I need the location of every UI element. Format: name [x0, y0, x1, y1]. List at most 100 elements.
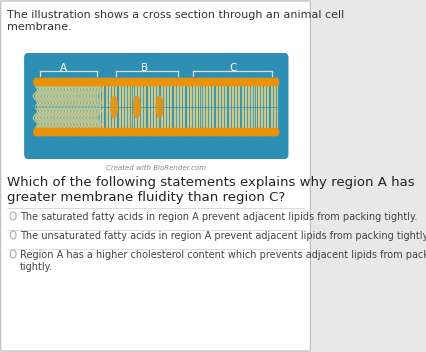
Circle shape — [76, 78, 81, 86]
Circle shape — [47, 128, 52, 136]
Circle shape — [102, 128, 107, 136]
Circle shape — [254, 78, 259, 86]
Circle shape — [257, 128, 263, 136]
Circle shape — [72, 128, 78, 136]
Circle shape — [102, 78, 107, 86]
Circle shape — [60, 128, 65, 136]
Circle shape — [267, 78, 272, 86]
Circle shape — [124, 78, 130, 86]
Circle shape — [86, 128, 91, 136]
Circle shape — [199, 128, 204, 136]
Circle shape — [212, 128, 217, 136]
Circle shape — [128, 78, 133, 86]
Circle shape — [37, 128, 43, 136]
Circle shape — [115, 128, 120, 136]
Circle shape — [92, 78, 98, 86]
Circle shape — [218, 128, 224, 136]
Circle shape — [53, 128, 59, 136]
Circle shape — [131, 78, 136, 86]
Circle shape — [137, 78, 143, 86]
Circle shape — [160, 128, 166, 136]
Circle shape — [173, 128, 178, 136]
Circle shape — [89, 128, 94, 136]
Circle shape — [250, 78, 256, 86]
Circle shape — [118, 128, 124, 136]
Circle shape — [118, 78, 124, 86]
Circle shape — [241, 128, 247, 136]
Circle shape — [69, 78, 75, 86]
Circle shape — [121, 78, 127, 86]
FancyBboxPatch shape — [37, 86, 101, 128]
Circle shape — [196, 78, 201, 86]
Circle shape — [179, 128, 185, 136]
Circle shape — [218, 78, 224, 86]
Circle shape — [176, 78, 182, 86]
Circle shape — [153, 78, 159, 86]
Circle shape — [167, 128, 172, 136]
Circle shape — [173, 78, 178, 86]
Text: Region A has a higher cholesterol content which prevents adjacent lipids from pa: Region A has a higher cholesterol conten… — [20, 250, 426, 272]
Circle shape — [40, 78, 46, 86]
Circle shape — [215, 128, 221, 136]
Circle shape — [82, 128, 88, 136]
Circle shape — [238, 78, 243, 86]
Circle shape — [260, 128, 266, 136]
FancyBboxPatch shape — [1, 1, 311, 351]
Circle shape — [144, 128, 150, 136]
Text: Which of the following statements explains why region A has
greater membrane flu: Which of the following statements explai… — [7, 176, 415, 204]
Circle shape — [66, 78, 72, 86]
Circle shape — [183, 78, 188, 86]
Circle shape — [60, 78, 65, 86]
Ellipse shape — [134, 96, 140, 118]
Circle shape — [79, 78, 85, 86]
Circle shape — [63, 78, 69, 86]
Text: C: C — [230, 63, 237, 73]
Circle shape — [186, 128, 191, 136]
Circle shape — [56, 78, 62, 86]
Circle shape — [163, 78, 169, 86]
Circle shape — [56, 128, 62, 136]
Circle shape — [86, 78, 91, 86]
Circle shape — [43, 128, 49, 136]
Circle shape — [66, 128, 72, 136]
Circle shape — [202, 128, 207, 136]
Circle shape — [264, 78, 269, 86]
Circle shape — [222, 128, 227, 136]
Circle shape — [160, 78, 166, 86]
Circle shape — [128, 128, 133, 136]
Circle shape — [231, 78, 237, 86]
Circle shape — [196, 128, 201, 136]
Circle shape — [244, 78, 250, 86]
Circle shape — [147, 128, 153, 136]
Circle shape — [40, 128, 46, 136]
Circle shape — [47, 78, 52, 86]
Circle shape — [144, 78, 150, 86]
Circle shape — [108, 128, 114, 136]
Circle shape — [137, 128, 143, 136]
Circle shape — [163, 128, 169, 136]
Circle shape — [193, 78, 198, 86]
Circle shape — [267, 128, 272, 136]
Circle shape — [222, 78, 227, 86]
Circle shape — [273, 128, 279, 136]
Circle shape — [141, 128, 146, 136]
Circle shape — [63, 128, 69, 136]
Circle shape — [131, 128, 136, 136]
Circle shape — [186, 78, 191, 86]
Circle shape — [92, 128, 98, 136]
Circle shape — [157, 78, 162, 86]
Circle shape — [150, 128, 156, 136]
Circle shape — [141, 78, 146, 86]
Circle shape — [134, 78, 140, 86]
Circle shape — [50, 78, 55, 86]
Circle shape — [147, 78, 153, 86]
Circle shape — [228, 78, 233, 86]
Circle shape — [37, 78, 43, 86]
Circle shape — [176, 128, 182, 136]
Circle shape — [79, 128, 85, 136]
Circle shape — [209, 78, 214, 86]
Circle shape — [209, 128, 214, 136]
Ellipse shape — [111, 96, 118, 118]
Circle shape — [234, 78, 240, 86]
Circle shape — [254, 128, 259, 136]
